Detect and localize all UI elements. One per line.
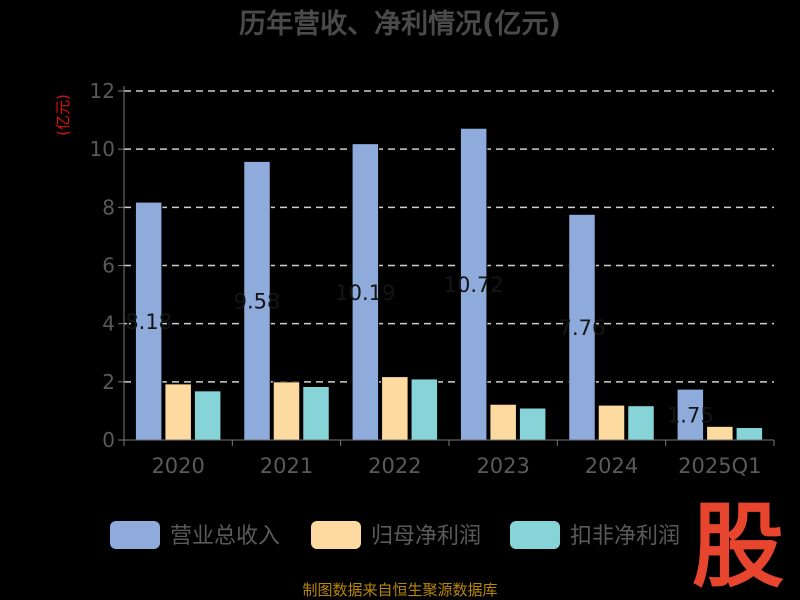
bar-deducted-net-profit [193,390,222,441]
data-label: 9.58 [234,290,281,314]
chart-title: 历年营收、净利情况(亿元) [239,8,561,40]
data-label: 10.19 [335,281,395,305]
bar-deducted-net-profit [410,378,439,441]
data-source-note: 制图数据来自恒生聚源数据库 [302,581,497,599]
data-label: 8.18 [125,310,172,334]
x-axis: 2020 2021 2022 2023 2024 2025Q1 [123,86,775,478]
x-tick-label: 2025Q1 [678,454,761,478]
legend-swatch [311,521,361,549]
x-tick-label: 2022 [368,454,421,478]
bar-revenue [134,201,163,441]
bars [134,127,764,441]
bar-parent-net-profit [597,404,626,441]
x-tick-label: 2023 [476,454,529,478]
data-label: 10.72 [444,273,504,297]
brand-logo: 股 [692,493,784,600]
y-axis-unit-label: (亿元) [54,94,72,136]
legend-label: 营业总收入 [170,524,280,549]
bar-deducted-net-profit [627,405,655,441]
y-tick-label: 4 [102,312,115,336]
y-tick-label: 6 [102,254,115,278]
x-tick-label: 2024 [585,454,638,478]
bar-revenue [351,143,380,441]
y-tick-label: 8 [102,195,115,219]
bar-parent-net-profit [272,381,301,441]
bar-deducted-net-profit [302,385,330,441]
x-tick-label: 2021 [260,454,313,478]
legend: 营业总收入 归母净利润 扣非净利润 [110,521,680,549]
bar-revenue [568,213,596,441]
legend-label: 扣非净利润 [570,524,680,549]
data-label: 1.75 [667,404,714,428]
bar-deducted-net-profit [518,407,547,441]
y-axis-ticks: 0 2 4 6 8 10 12 [90,79,124,452]
y-tick-label: 0 [102,428,115,452]
bar-parent-net-profit [706,425,734,441]
legend-swatch [510,521,560,549]
y-tick-label: 2 [102,370,115,394]
bar-parent-net-profit [489,403,517,441]
bar-deducted-net-profit [735,426,764,441]
legend-swatch [110,521,160,549]
data-label: 7.76 [559,316,606,340]
bar-parent-net-profit [381,376,409,441]
x-tick-label: 2020 [151,454,204,478]
data-labels: 8.18 9.58 10.19 10.72 7.76 1.75 [125,273,713,427]
bar-parent-net-profit [164,383,192,441]
legend-label: 归母净利润 [371,524,481,549]
y-tick-label: 10 [90,137,115,161]
gridlines [124,90,774,383]
y-tick-label: 12 [90,79,115,103]
